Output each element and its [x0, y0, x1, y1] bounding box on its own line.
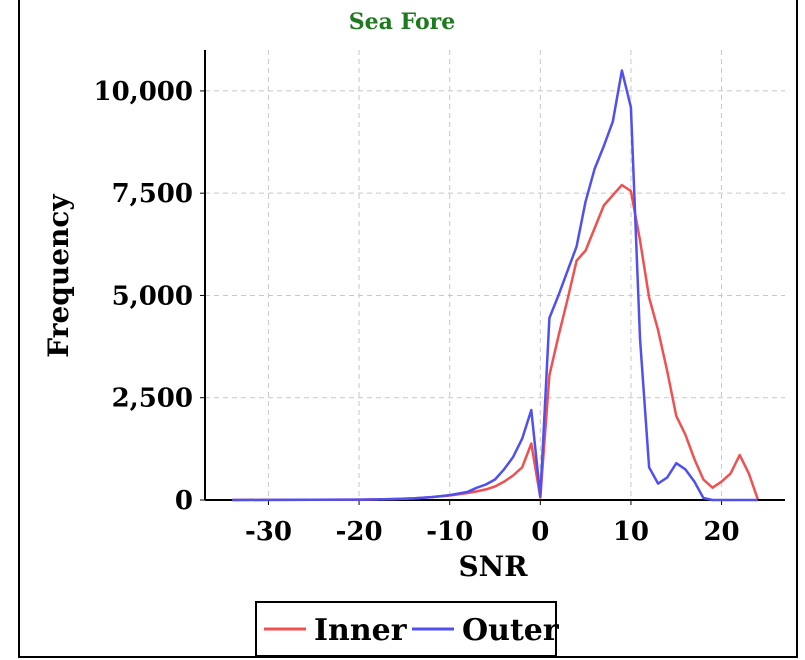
x-tick-label: 10 — [613, 517, 649, 547]
y-tick-label: 10,000 — [93, 77, 193, 107]
series-line-inner — [232, 183, 759, 502]
y-tick-label: 0 — [175, 486, 193, 516]
x-tick-label: 0 — [531, 517, 549, 547]
chart-title: Sea Fore — [349, 9, 455, 35]
x-tick-label: -30 — [245, 517, 292, 547]
grid — [205, 50, 785, 501]
axes — [204, 50, 785, 501]
y-tick-label: 7,500 — [112, 179, 193, 209]
series-line-outer — [232, 69, 758, 502]
x-tick-label: -10 — [426, 517, 473, 547]
y-tick-label: 5,000 — [112, 281, 193, 311]
tick-labels: -30 -20 -10 0 10 20 0 2,500 5,000 7,500 10,000 — [93, 77, 739, 547]
x-tick-label: -20 — [336, 517, 383, 547]
y-tick-label: 2,500 — [112, 384, 193, 414]
legend-label-inner: Inner — [314, 613, 408, 648]
x-axis-label: SNR — [458, 550, 528, 583]
legend-label-outer: Outer — [462, 613, 560, 648]
legend: Inner Outer — [255, 601, 560, 657]
y-axis-label: Frequency — [42, 194, 75, 358]
x-tick-label: 20 — [703, 517, 739, 547]
series — [232, 69, 759, 502]
